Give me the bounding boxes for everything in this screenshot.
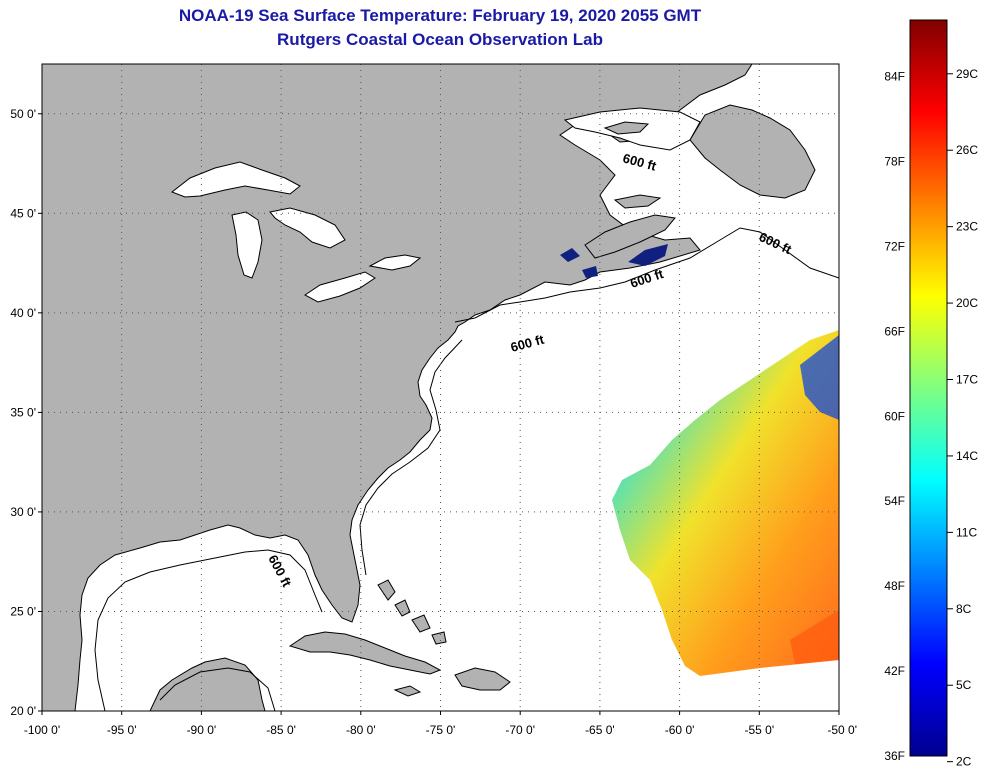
- cold-water-patch: [582, 266, 598, 278]
- graticule: [42, 64, 839, 711]
- celsius-labels: 2C 5C 8C 11C 14C 17C 20C 23C 26C 29C: [947, 67, 978, 769]
- lake-superior: [170, 161, 301, 198]
- hispaniola-land: [454, 667, 511, 691]
- lake-ontario: [368, 254, 422, 271]
- bahamas-islands: [377, 579, 447, 645]
- lake-erie: [304, 271, 376, 303]
- sst-swath: [612, 330, 839, 676]
- celsius-label: 20C: [956, 296, 978, 310]
- longitude-tick-label: -70 0': [505, 723, 535, 737]
- celsius-label: 2C: [956, 755, 972, 769]
- latitude-tick-label: 50 0': [10, 107, 36, 121]
- longitude-tick-label: -65 0': [585, 723, 615, 737]
- map-title: NOAA-19 Sea Surface Temperature: Februar…: [178, 6, 702, 25]
- latitude-tick-label: 35 0': [10, 405, 36, 419]
- anticosti-island: [603, 121, 650, 135]
- cold-water-patch: [628, 244, 668, 266]
- yucatan-land: [149, 657, 266, 711]
- latitude-tick-label: 40 0': [10, 306, 36, 320]
- isobath-contour: [159, 667, 276, 711]
- fahrenheit-label: 42F: [884, 664, 905, 678]
- longitude-tick-label: -80 0': [346, 723, 376, 737]
- longitude-tick-label: -75 0': [426, 723, 456, 737]
- longitude-tick-label: -60 0': [665, 723, 695, 737]
- latitude-tick-label: 45 0': [10, 206, 36, 220]
- cold-water-patch: [560, 248, 580, 262]
- lake-michigan: [231, 211, 263, 279]
- fahrenheit-label: 54F: [884, 494, 905, 508]
- nova-scotia-land: [584, 214, 676, 259]
- isobath-contour: [94, 549, 323, 711]
- fahrenheit-label: 66F: [884, 324, 905, 338]
- longitude-tick-label: -90 0': [187, 723, 217, 737]
- celsius-label: 29C: [956, 67, 978, 81]
- newfoundland-land: [689, 104, 816, 199]
- celsius-label: 17C: [956, 373, 978, 387]
- fahrenheit-label: 72F: [884, 239, 905, 253]
- longitude-axis: -100 0' -95 0' -90 0' -85 0' -80 0' -75 0' -70…: [24, 711, 857, 737]
- sst-warm-patch: [790, 610, 839, 664]
- map-subtitle: Rutgers Coastal Ocean Observation Lab: [277, 30, 603, 49]
- sst-cold-fringe: [800, 335, 839, 420]
- fahrenheit-label: 60F: [884, 409, 905, 423]
- celsius-label: 26C: [956, 143, 978, 157]
- fahrenheit-label: 84F: [884, 70, 905, 84]
- latitude-tick-label: 30 0': [10, 505, 36, 519]
- latitude-axis: 50 0' 45 0' 40 0' 35 0' 30 0' 25 0' 20 0': [10, 107, 42, 718]
- longitude-tick-label: -100 0': [24, 723, 60, 737]
- north-america-land: [42, 64, 753, 711]
- jamaica-land: [393, 685, 422, 697]
- latitude-tick-label: 25 0': [10, 604, 36, 618]
- celsius-label: 14C: [956, 449, 978, 463]
- fahrenheit-label: 48F: [884, 579, 905, 593]
- longitude-tick-label: -95 0': [107, 723, 137, 737]
- celsius-label: 11C: [956, 525, 977, 539]
- celsius-label: 8C: [956, 602, 972, 616]
- isobath-contour: [454, 227, 839, 323]
- fahrenheit-label: 78F: [884, 155, 905, 169]
- fahrenheit-label: 36F: [884, 749, 905, 763]
- celsius-label: 5C: [956, 678, 972, 692]
- fahrenheit-labels: 36F 42F 48F 54F 60F 66F 72F 78F 84F: [884, 70, 905, 763]
- lake-huron: [269, 207, 346, 249]
- longitude-tick-label: -55 0': [744, 723, 774, 737]
- celsius-label: 23C: [956, 220, 978, 234]
- pei-island: [613, 194, 662, 209]
- latitude-tick-label: 20 0': [10, 704, 36, 718]
- longitude-tick-label: -50 0': [827, 723, 857, 737]
- longitude-tick-label: -85 0': [266, 723, 296, 737]
- isobath-contour: [359, 339, 463, 576]
- colorbar-scale: [909, 19, 948, 757]
